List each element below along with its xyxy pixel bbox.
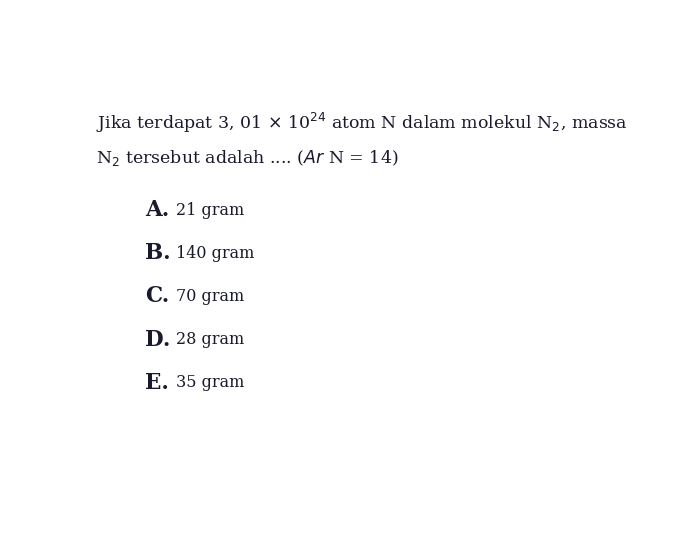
- Text: 70 gram: 70 gram: [177, 288, 244, 305]
- Text: 21 gram: 21 gram: [177, 201, 244, 218]
- Text: N$_{2}$ tersebut adalah .... ($Ar$ N = 14): N$_{2}$ tersebut adalah .... ($Ar$ N = 1…: [96, 148, 399, 168]
- Text: C.: C.: [145, 285, 169, 308]
- Text: A.: A.: [145, 199, 169, 221]
- Text: 35 gram: 35 gram: [177, 374, 245, 391]
- Text: Jika terdapat 3, 01 $\times$ 10$^{24}$ atom N dalam molekul N$_{2}$, massa: Jika terdapat 3, 01 $\times$ 10$^{24}$ a…: [96, 112, 628, 136]
- Text: E.: E.: [145, 372, 169, 394]
- Text: D.: D.: [145, 328, 171, 350]
- Text: 28 gram: 28 gram: [177, 331, 244, 348]
- Text: 140 gram: 140 gram: [177, 245, 255, 262]
- Text: B.: B.: [145, 242, 171, 264]
